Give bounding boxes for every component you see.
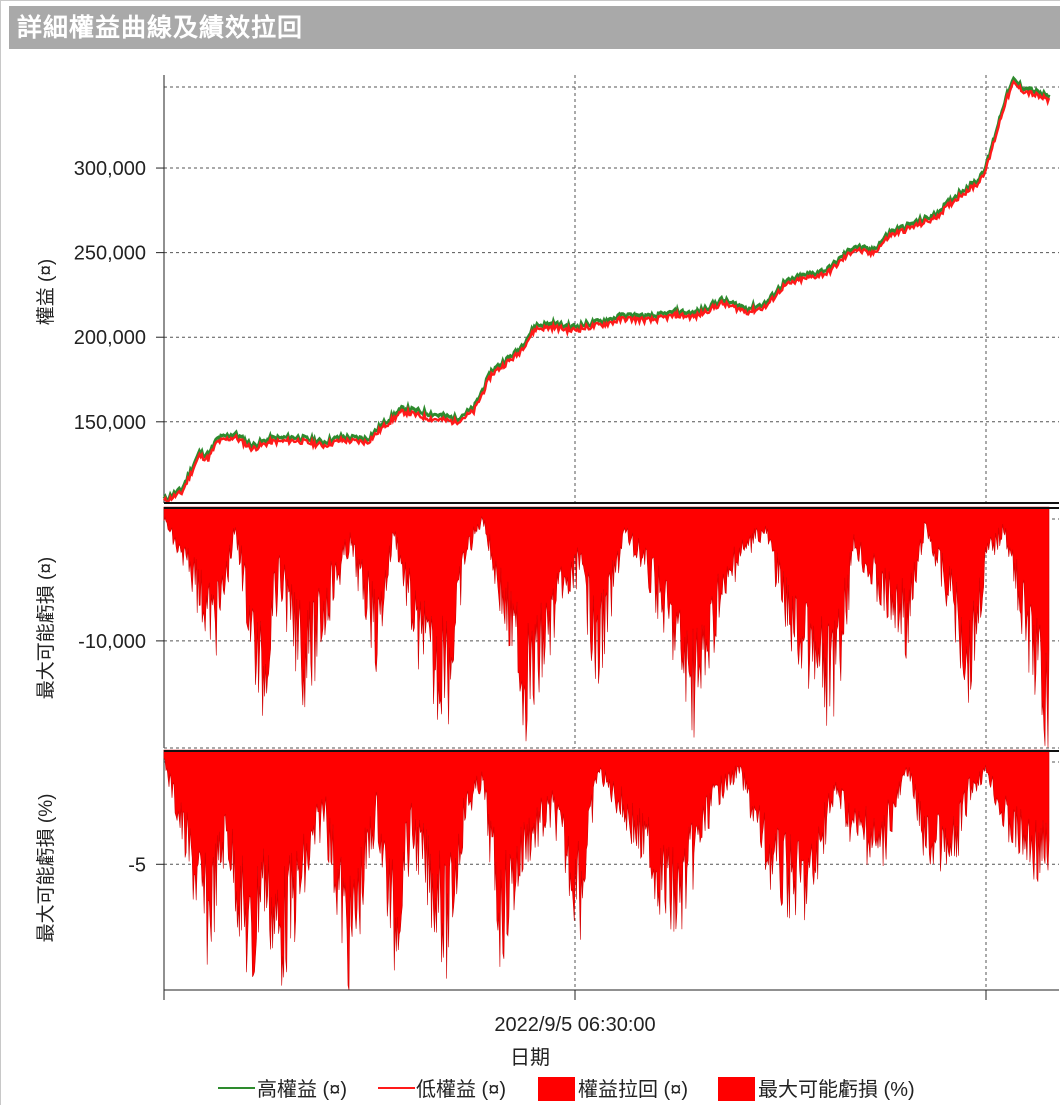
x-tick-label: 2022/9/5 06:30:00 (494, 1014, 655, 1036)
window-title: 詳細權益曲線及績效拉回 (9, 6, 1060, 50)
legend-high-equity-label: 高權益 (¤) (257, 1078, 347, 1101)
drawdown-value-y-label: 最大可能虧損 (¤) (35, 557, 57, 700)
legend-low-equity-label: 低權益 (¤) (416, 1078, 506, 1101)
series-line-low-equity (162, 79, 1051, 504)
y-tick-label-drawdown_percent-0: -5 (128, 854, 146, 876)
series-area-drawdown_value (163, 506, 1050, 749)
legend: 高權益 (¤) 低權益 (¤) 權益拉回 (¤) 最大可能虧損 (%) (218, 1077, 915, 1101)
series-area-drawdown_percent (163, 749, 1050, 991)
legend-drawdown-value-label: 權益拉回 (¤) (578, 1078, 688, 1101)
legend-drawdown-percent-label: 最大可能虧損 (%) (758, 1078, 915, 1101)
x-axis-label: 日期 (510, 1047, 550, 1069)
y-tick-label-equity-0: 150,000 (74, 412, 146, 434)
drawdown-percent-y-label: 最大可能虧損 (%) (35, 794, 57, 943)
y-tick-label-equity-1: 200,000 (74, 327, 146, 349)
legend-drawdown-percent-swatch (718, 1077, 755, 1101)
y-tick-label-equity-3: 300,000 (74, 158, 146, 180)
equity-y-label: 權益 (¤) (35, 259, 57, 326)
y-tick-label-equity-2: 250,000 (74, 243, 146, 265)
y-tick-label-drawdown_value-0: -10,000 (78, 631, 146, 653)
legend-drawdown-value-swatch (538, 1077, 575, 1101)
plot-area-equity (164, 75, 1049, 503)
